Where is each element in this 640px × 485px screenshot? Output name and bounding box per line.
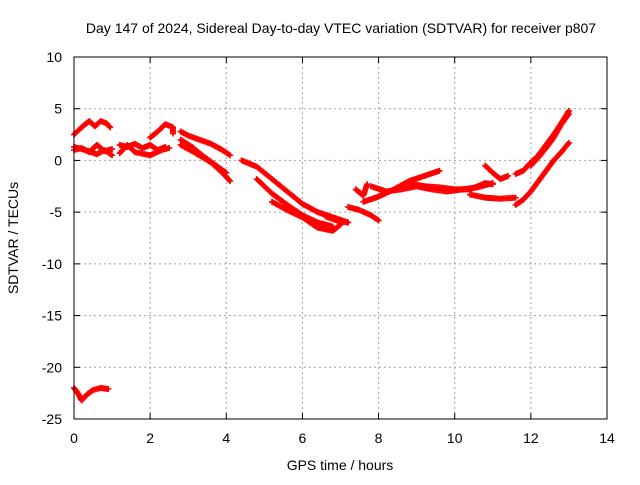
series-trace-5 xyxy=(116,141,173,159)
data-point xyxy=(226,177,233,184)
series-trace-20 xyxy=(482,162,512,183)
data-point xyxy=(227,178,234,185)
grid-layer xyxy=(74,57,607,419)
series-trace-19 xyxy=(466,191,519,202)
series-trace-24 xyxy=(71,384,112,404)
series-trace-7 xyxy=(177,128,234,159)
data-point xyxy=(227,152,234,159)
data-point xyxy=(105,386,112,393)
data-point xyxy=(106,123,113,130)
x-tick-label: 12 xyxy=(523,430,539,446)
series-trace-22 xyxy=(527,110,572,169)
plot-frame xyxy=(73,56,608,420)
y-tick-label: -25 xyxy=(42,411,62,427)
y-axis-label: SDTVAR / TECUs xyxy=(5,182,21,294)
data-point xyxy=(169,130,176,137)
data-point xyxy=(364,181,371,188)
x-tick-label: 8 xyxy=(375,430,383,446)
series-trace-6 xyxy=(147,121,176,141)
series-trace-18 xyxy=(406,180,496,193)
data-layer xyxy=(71,107,572,404)
data-point xyxy=(565,112,572,119)
data-point xyxy=(565,139,572,146)
y-tick-label: -15 xyxy=(42,308,62,324)
data-point xyxy=(564,141,571,148)
series-trace-13 xyxy=(322,213,352,226)
series-trace-14 xyxy=(345,203,382,224)
data-point xyxy=(345,219,352,226)
y-tick-label: 0 xyxy=(54,152,62,168)
data-point xyxy=(107,124,114,131)
series-trace-1 xyxy=(71,118,114,138)
data-point xyxy=(109,152,116,159)
y-tick-label: -5 xyxy=(50,204,63,220)
y-tick-label: -10 xyxy=(42,256,62,272)
data-point xyxy=(505,172,512,179)
series-trace-12 xyxy=(268,198,344,234)
series-trace-11 xyxy=(253,176,336,230)
data-point xyxy=(375,217,382,224)
data-point xyxy=(166,145,173,152)
y-tick-label: 5 xyxy=(54,101,62,117)
x-axis-label: GPS time / hours xyxy=(287,457,394,473)
y-tick-label: -20 xyxy=(42,359,62,375)
data-point xyxy=(109,146,116,153)
x-tick-label: 2 xyxy=(146,430,154,446)
x-tick-label: 10 xyxy=(447,430,463,446)
tick-layer: 0 2 4 6 8 10 12 14 10 5 0 -5 -10 -15 -20 -25 xyxy=(42,49,615,446)
y-tick-label: 10 xyxy=(46,49,62,65)
x-tick-label: 14 xyxy=(599,430,615,446)
data-point xyxy=(512,194,519,201)
x-tick-label: 6 xyxy=(299,430,307,446)
data-point xyxy=(436,167,443,174)
series-trace-4 xyxy=(116,140,169,154)
chart-title: Day 147 of 2024, Sidereal Day-to-day VTE… xyxy=(86,20,596,36)
series-trace-23 xyxy=(512,139,572,208)
data-point xyxy=(565,110,572,117)
series-trace-9 xyxy=(177,141,234,185)
data-point xyxy=(489,181,496,188)
series-trace-15 xyxy=(352,181,371,199)
x-tick-label: 0 xyxy=(70,430,78,446)
x-tick-label: 4 xyxy=(222,430,230,446)
